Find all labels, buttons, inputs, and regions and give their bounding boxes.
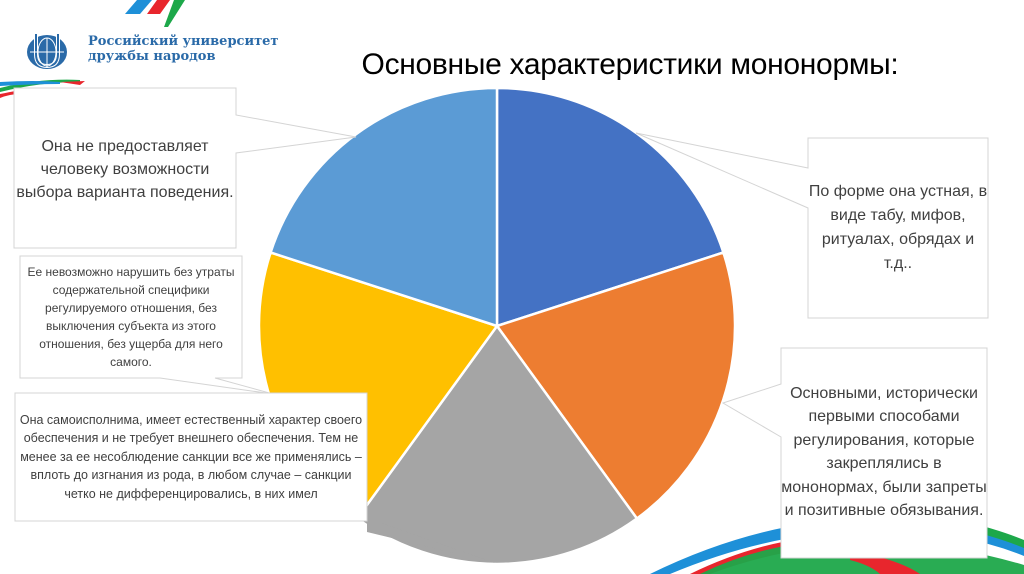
callout-box-yellow — [19, 255, 274, 395]
callout-box-light-blue — [13, 87, 357, 249]
callout-box-gray — [14, 392, 368, 522]
pie-slices — [257, 86, 737, 566]
gray-callout-pointer-wedge — [367, 518, 495, 563]
logo-text-line2: дружбы народов — [88, 49, 216, 64]
globe-logo-icon — [27, 34, 67, 69]
callout-box-orange — [721, 347, 988, 559]
callout-yellow: Ее невозможно нарушить без утраты содерж… — [20, 256, 242, 378]
callout-text-dark-blue: По форме она устная, в виде табу, мифов,… — [808, 183, 988, 272]
callout-text-light-blue: Она не предоставляет человеку возможност… — [16, 137, 234, 201]
slice-orange[interactable] — [494, 250, 737, 521]
page-title: Основные характеристики мононормы: — [361, 48, 899, 81]
logo-text-line1: Российский университет — [88, 34, 279, 49]
callout-text-gray: Она самоисполнима, имеет естественный ха… — [19, 412, 363, 501]
slice-light-blue[interactable] — [269, 86, 499, 328]
university-logo: Российский университет дружбы народов — [24, 28, 284, 74]
callout-box-dark-blue — [635, 132, 989, 319]
callout-orange: Основными, исторически первыми способами… — [781, 348, 987, 556]
callout-light-blue: Она не предоставляет человеку возможност… — [14, 90, 236, 248]
callout-gray: Она самоисполнима, имеет естественный ха… — [15, 393, 367, 521]
callout-text-orange: Основными, исторически первыми способами… — [781, 384, 987, 520]
callout-text-yellow: Ее невозможно нарушить без утраты содерж… — [27, 265, 235, 369]
callout-dark-blue: По форме она устная, в виде табу, мифов,… — [808, 138, 988, 318]
